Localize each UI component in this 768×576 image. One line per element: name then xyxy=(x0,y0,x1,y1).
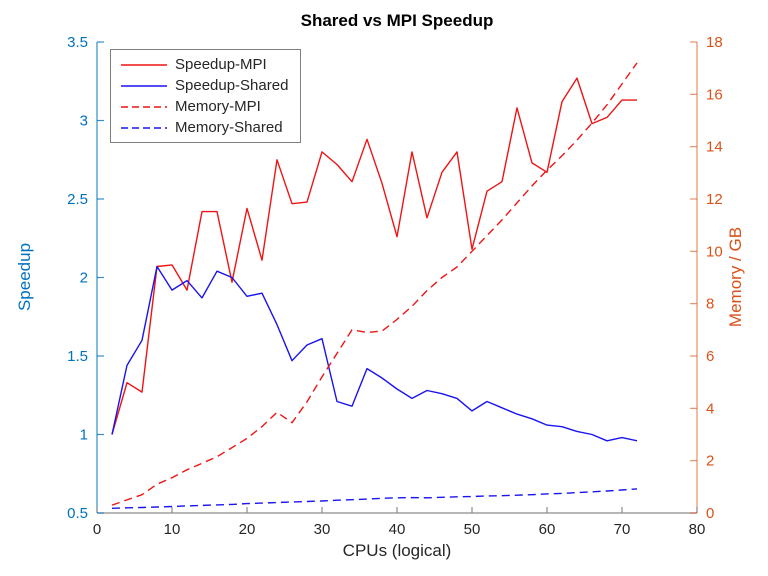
left-y-tick-label: 1 xyxy=(80,427,88,444)
chart-title: Shared vs MPI Speedup xyxy=(300,11,494,30)
legend-item-memory-mpi: Memory-MPI xyxy=(120,96,288,117)
legend-label: Memory-Shared xyxy=(175,119,283,136)
x-tick-label: 20 xyxy=(239,521,256,538)
legend-item-speedup-mpi: Speedup-MPI xyxy=(120,54,288,75)
left-y-tick-label: 2 xyxy=(80,270,88,287)
right-y-tick-label: 2 xyxy=(706,453,714,470)
series-line-speedup-mpi xyxy=(111,77,637,435)
right-y-tick-label: 0 xyxy=(706,505,714,522)
left-y-tick-label: 0.5 xyxy=(67,505,88,522)
x-tick-label: 40 xyxy=(389,521,406,538)
legend-line-sample xyxy=(121,84,167,87)
legend-line-sample xyxy=(121,63,167,66)
right-y-tick-label: 18 xyxy=(706,34,723,51)
x-tick-label: 0 xyxy=(93,521,101,538)
series-line-memory-mpi xyxy=(111,62,638,506)
right-y-tick-label: 12 xyxy=(706,191,723,208)
right-y-tick-label: 6 xyxy=(706,348,714,365)
legend-label: Speedup-Shared xyxy=(175,77,289,94)
legend-item-memory-shared: Memory-Shared xyxy=(120,117,288,138)
legend-line-sample xyxy=(121,105,167,108)
left-y-tick-label: 3 xyxy=(80,113,88,130)
series-line-speedup-shared xyxy=(111,265,638,442)
x-tick-label: 30 xyxy=(314,521,331,538)
x-tick-label: 80 xyxy=(689,521,706,538)
right-y-tick-label: 10 xyxy=(706,243,723,260)
left-y-tick-label: 2.5 xyxy=(67,191,88,208)
right-y-tick-label: 16 xyxy=(706,86,723,103)
right-y-tick-label: 8 xyxy=(706,296,714,313)
legend: Speedup-MPI Speedup-Shared Memory-MPI Me… xyxy=(110,49,302,143)
legend-label: Memory-MPI xyxy=(175,98,261,115)
right-y-tick-label: 14 xyxy=(706,139,723,156)
legend-item-speedup-shared: Speedup-Shared xyxy=(120,75,288,96)
x-tick-label: 50 xyxy=(464,521,481,538)
x-tick-label: 10 xyxy=(164,521,181,538)
legend-line-sample xyxy=(121,126,167,129)
left-y-axis-label: Speedup xyxy=(15,242,34,312)
series-line-memory-shared xyxy=(111,488,638,509)
left-y-tick-label: 1.5 xyxy=(67,348,88,365)
right-y-axis-label: Memory / GB xyxy=(726,226,745,328)
legend-label: Speedup-MPI xyxy=(175,56,267,73)
right-y-tick-label: 4 xyxy=(706,400,714,417)
x-tick-label: 60 xyxy=(539,521,556,538)
x-tick-label: 70 xyxy=(614,521,631,538)
left-y-tick-label: 3.5 xyxy=(67,34,88,51)
x-axis-label: CPUs (logical) xyxy=(342,541,452,560)
